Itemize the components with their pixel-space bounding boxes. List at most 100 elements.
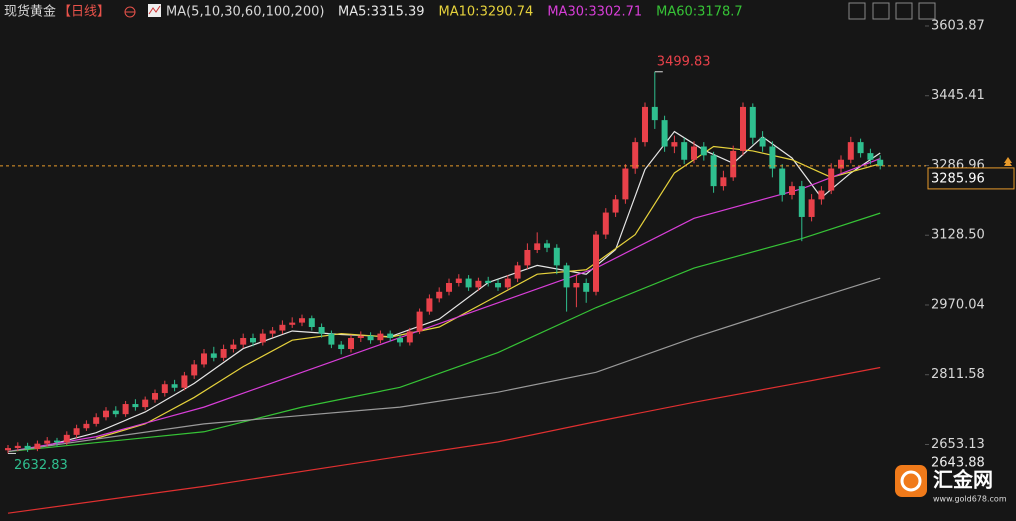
y-tick-label: 2811.58 [931,367,985,382]
candle-body [828,168,835,191]
candle-body [710,155,717,187]
logo-name: 汇金网 [933,468,993,492]
candle-body [289,322,296,325]
candle-body [465,278,472,288]
tool-button[interactable] [895,2,913,20]
candle-body [789,186,795,195]
high-annotation: 3499.83 [657,54,711,69]
candle-body [240,338,247,345]
ma-line [7,212,881,453]
ma-line [47,130,881,446]
candle-body [573,282,580,288]
candle-body [416,311,423,332]
candle-body [161,384,168,394]
candle-body [808,199,815,217]
candle-body [759,137,766,147]
legend-entry: MA5:3315.39 [338,5,425,20]
ma-line [7,277,881,453]
candle-body [847,142,854,160]
tool-button[interactable] [848,2,866,20]
candle-body [328,333,335,345]
candle-body [867,153,874,160]
candle-body [446,282,452,292]
tool-button[interactable] [872,2,890,20]
candle-body [504,278,511,288]
candle-body [436,291,443,299]
candle-body [622,168,629,200]
candle-body [749,106,756,138]
candle-body [426,298,433,312]
candle-body [269,330,276,334]
low-annotation: 2632.83 [14,458,68,473]
candle-body [152,393,158,400]
candle-body [357,335,364,339]
candle-body [318,327,325,334]
candle-body [142,399,149,408]
candle-body [191,364,198,376]
legend-entry: MA60:3178.7 [656,5,743,20]
candle-body [838,159,844,169]
candle-body [485,280,492,283]
indicator: MA(5,10,30,60,100,200) [166,5,324,20]
candle-body [122,404,129,415]
candle-body [779,168,786,195]
candle-body [250,338,256,343]
indicator-icon [148,5,161,15]
candle-body [602,212,609,235]
candle-body [514,265,521,279]
candle-body [730,150,737,178]
y-tick-label: 2970.04 [931,297,985,312]
candle-body [877,159,884,166]
candle-body [651,106,658,121]
candle-body [24,445,31,449]
candle-body [661,120,668,147]
last-price-label: 3285.96 [931,171,985,186]
candle-body [299,318,305,323]
candle-body [308,318,315,328]
candle-body [387,333,394,339]
candle-body [534,243,541,250]
y-tick-label: 3128.50 [931,228,985,243]
logo-icon [900,470,922,492]
ma-line [96,145,881,439]
candle-body [5,448,11,451]
candle-body [612,199,619,213]
candle-body [279,324,286,331]
candle-body [553,247,560,266]
ma-line [7,366,881,514]
candle-body [544,243,550,248]
candle-body [671,142,678,147]
legend-entry: MA30:3302.71 [547,5,642,20]
logo-icon [895,465,927,497]
candle-body [367,335,374,341]
candle-body [63,434,70,443]
tool-button[interactable] [918,2,936,20]
candle-body [93,417,100,424]
period[interactable]: 【日线】 [58,5,110,20]
last-price-box [927,167,1015,190]
candle-body [210,353,217,358]
plot [5,71,884,514]
candle-body [338,344,345,350]
candle-body [181,375,188,388]
legend-entry: MA10:3290.74 [439,5,534,20]
y-tick-label: 3603.87 [931,18,985,33]
logo-url: www.gold678.com [933,495,1007,504]
bottom-price-label: 2643.88 [931,456,985,471]
candle-body [583,282,590,292]
candle-body [171,384,178,388]
candle-body [857,142,864,154]
candle-body [524,249,531,266]
candle-body [34,443,41,449]
chart-title: 现货黄金 [4,4,56,20]
candle-body [201,353,207,365]
candle-body [818,190,825,200]
candle-body [700,146,707,156]
candle-body [495,282,501,288]
candle-body [348,338,354,350]
candle-body [720,177,727,187]
candle-body [397,338,403,343]
y-tick-label: 2653.13 [931,437,985,452]
